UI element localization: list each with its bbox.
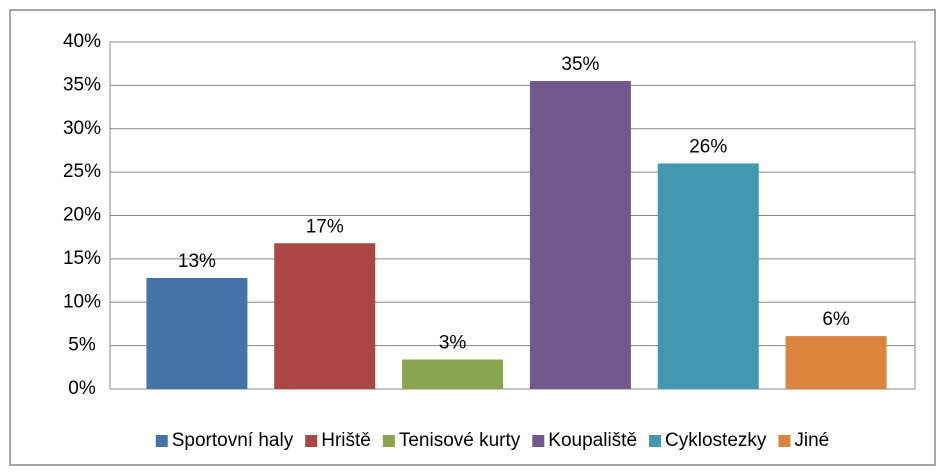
- bar: [274, 243, 376, 389]
- legend-swatch: [155, 435, 168, 447]
- y-tick-label: 35%: [63, 74, 101, 95]
- bar: [402, 359, 504, 389]
- data-label: 13%: [178, 251, 216, 272]
- bar: [146, 277, 248, 389]
- legend-label: Koupaliště: [548, 430, 637, 451]
- legend-swatch: [649, 435, 662, 447]
- data-label: 26%: [689, 136, 727, 157]
- legend-label: Cyklostezky: [665, 430, 767, 451]
- data-label: 35%: [561, 54, 599, 75]
- bar: [657, 163, 759, 389]
- bar: [529, 81, 631, 389]
- bar: [785, 336, 887, 389]
- y-tick-label: 20%: [63, 205, 101, 226]
- legend-swatch: [778, 435, 791, 447]
- legend-swatch: [532, 435, 545, 447]
- legend-label: Sportovní haly: [172, 430, 294, 451]
- legend-swatch: [382, 435, 395, 447]
- legend-label: Tenisové kurty: [399, 430, 521, 451]
- data-label: 6%: [822, 309, 850, 330]
- y-tick-label: 0%: [68, 378, 96, 399]
- y-tick-label: 5%: [68, 335, 96, 356]
- y-tick-label: 15%: [63, 248, 101, 269]
- data-label: 3%: [439, 333, 467, 354]
- y-tick-label: 25%: [63, 161, 101, 182]
- legend-label: Jiné: [794, 430, 829, 451]
- legend-swatch: [305, 435, 318, 447]
- y-tick-label: 30%: [63, 118, 101, 139]
- y-tick-label: 10%: [63, 291, 101, 312]
- chart-border: [9, 9, 936, 466]
- y-tick-label: 40%: [63, 31, 101, 52]
- legend-label: Hriště: [321, 430, 371, 451]
- data-label: 17%: [306, 216, 344, 237]
